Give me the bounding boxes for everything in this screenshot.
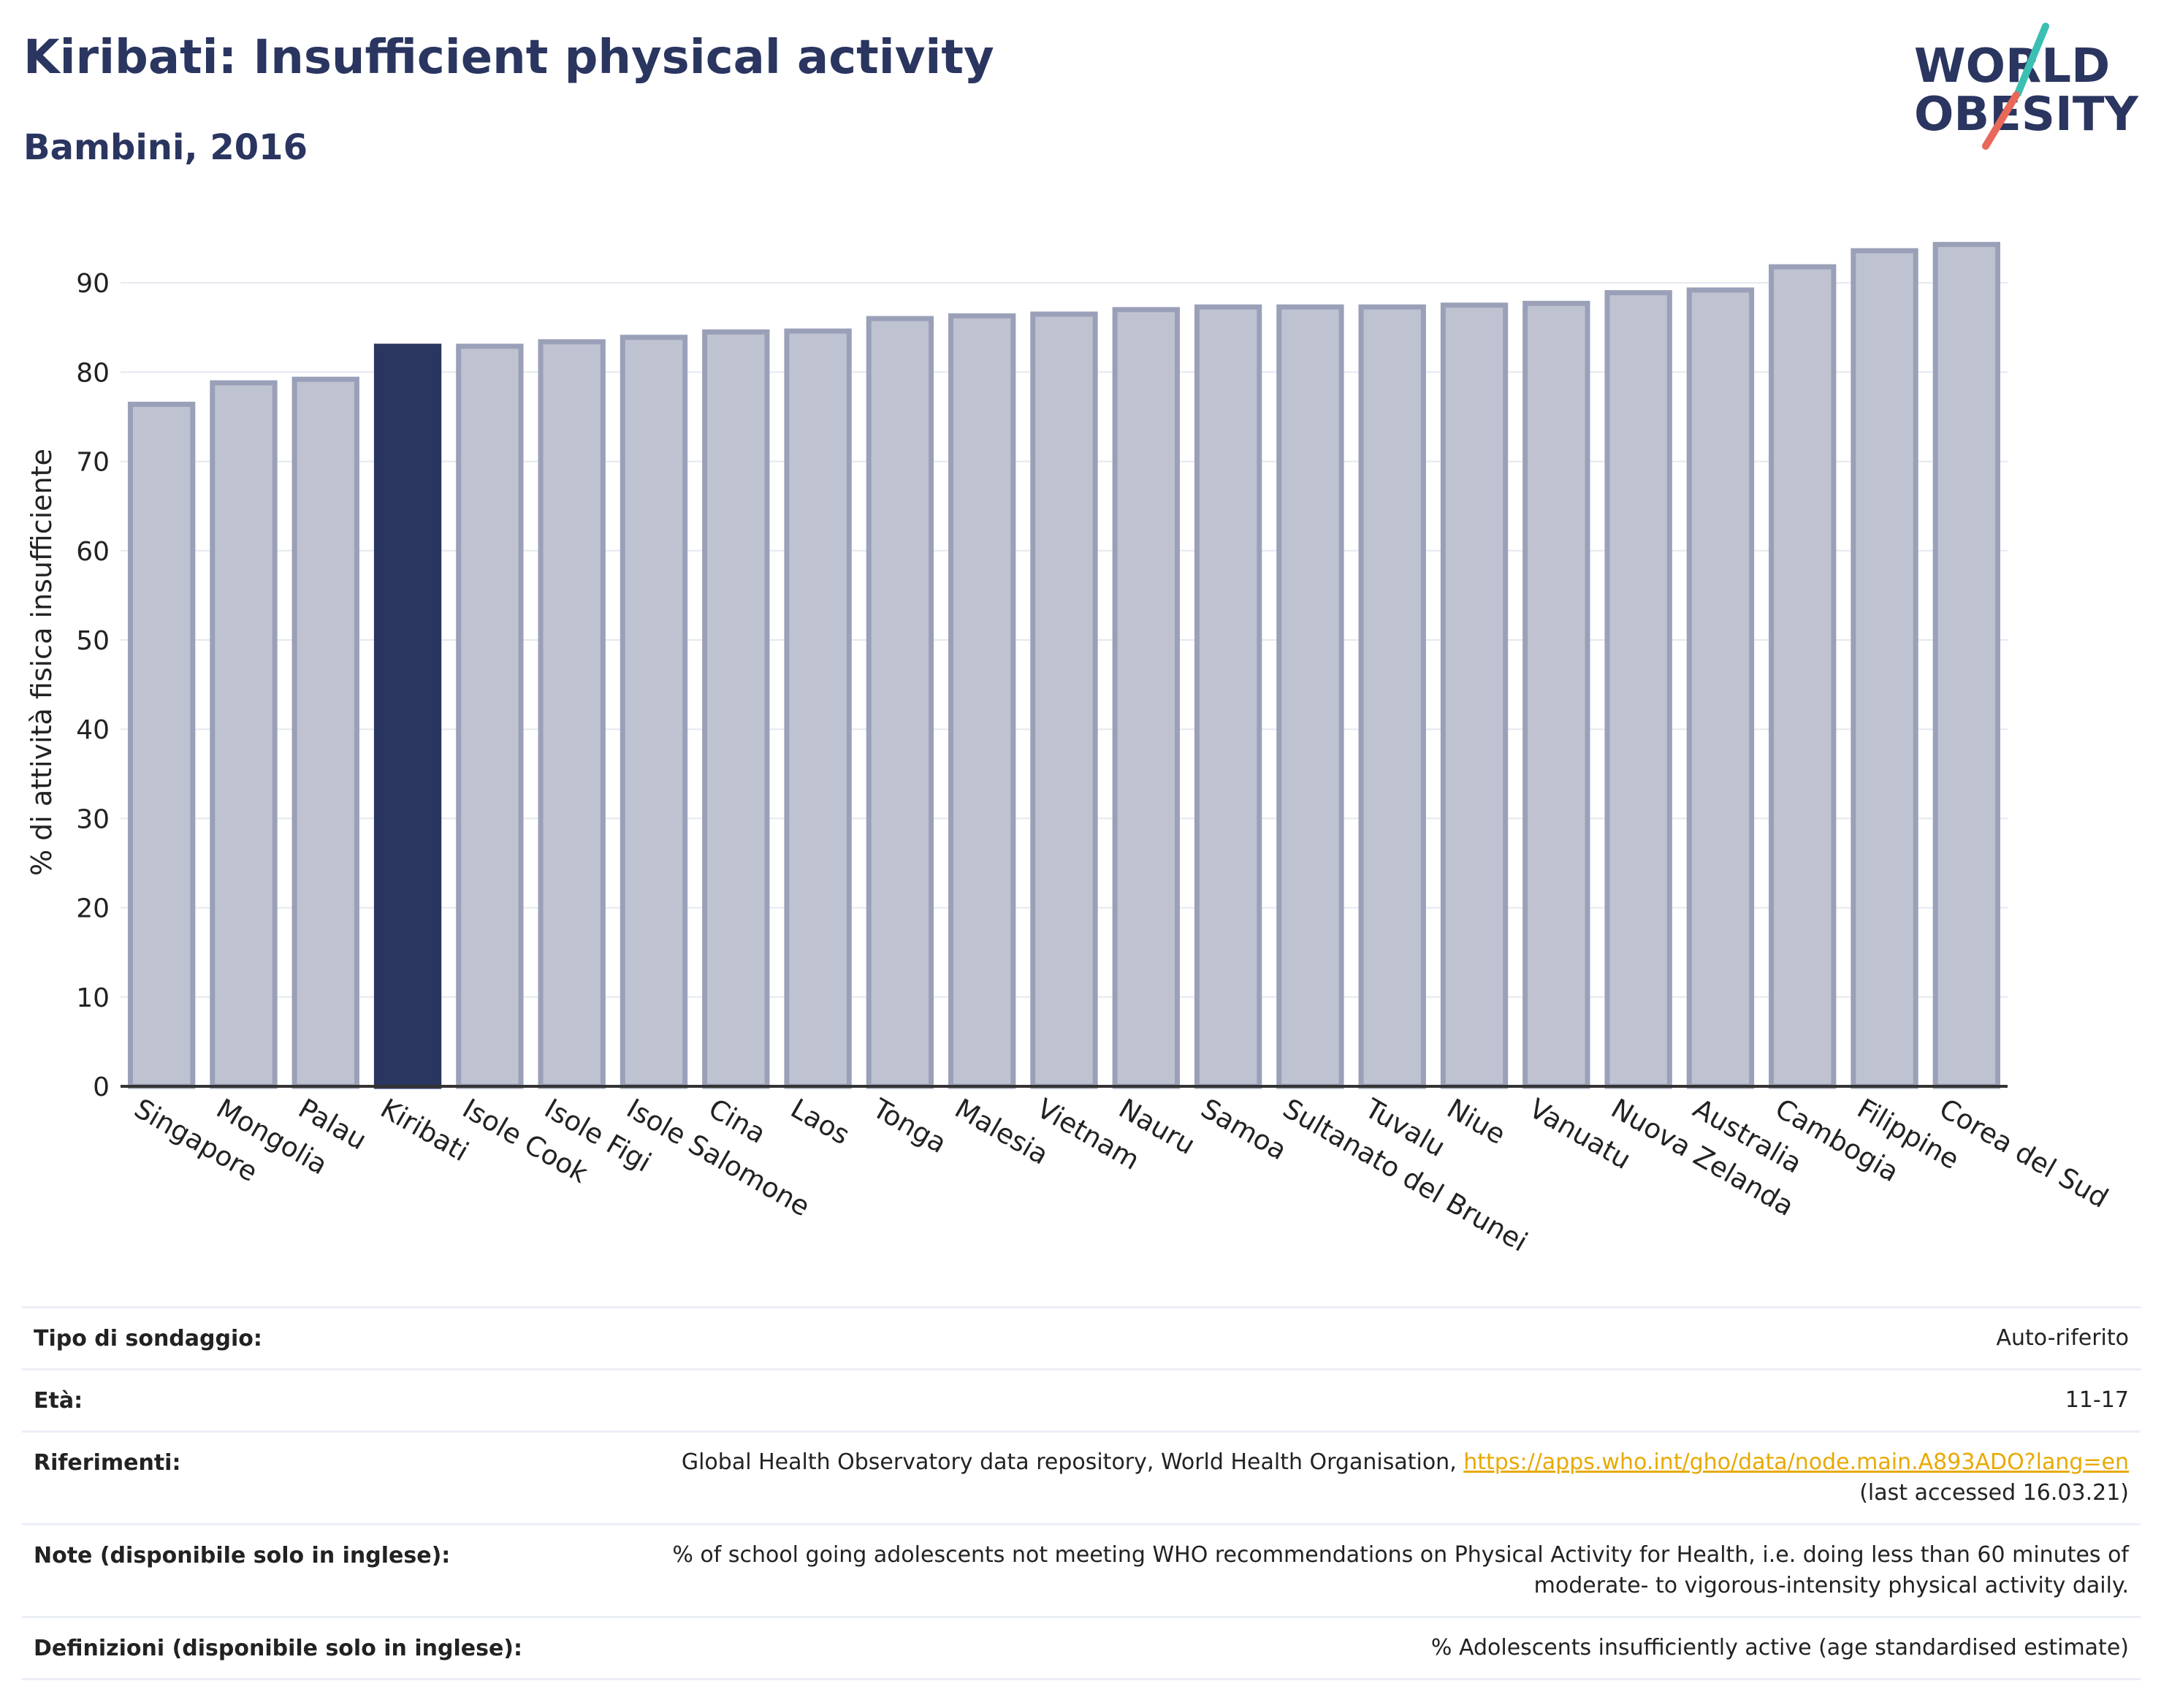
bar-australia [1686, 287, 1755, 1089]
y-tick-label: 60 [76, 537, 110, 567]
info-value: 11-17 [2065, 1387, 2129, 1413]
logo-slash-coral [1982, 91, 2020, 150]
notes-line-1: % of school going adolescents not meetin… [672, 1542, 2129, 1568]
bar-tuvalu [1358, 304, 1426, 1089]
info-value: % of school going adolescents not meetin… [672, 1540, 2129, 1601]
y-axis-ticks: 0 10 20 30 40 50 60 70 80 90 [76, 269, 110, 1102]
notes-line-2: moderate- to vigorous-intensity physical… [1533, 1573, 2129, 1598]
info-label: Note (disponibile solo in inglese): [34, 1543, 451, 1568]
info-label: Riferimenti: [34, 1450, 181, 1476]
info-row-references: Riferimenti: Global Health Observatory d… [22, 1430, 2141, 1523]
info-label: Definizioni (disponibile solo in inglese… [34, 1636, 522, 1661]
y-axis-label: % di attività fisica insufficiente [26, 449, 58, 876]
bar-chart: 0 10 20 30 40 50 60 70 80 90 SingaporeMongoliaPal… [26, 242, 2114, 1258]
bar-cina [702, 329, 770, 1089]
y-tick-label: 30 [76, 804, 110, 834]
bar-isole-cook [456, 343, 524, 1089]
bar-vietnam [1030, 311, 1098, 1089]
x-tick-label: Laos [785, 1093, 855, 1151]
bar-filippine [1851, 248, 1918, 1089]
bar-kiribati [373, 343, 442, 1089]
bar-isole-salomone [620, 335, 688, 1089]
bar-singapore [127, 401, 196, 1089]
page-title: Kiribati: Insufficient physical activity [23, 31, 994, 85]
bar-sultanato-del-brunei [1276, 304, 1344, 1089]
logo-word-obesity: OBESITY [1914, 88, 2138, 142]
y-tick-label: 0 [93, 1072, 110, 1102]
info-label: Età: [34, 1388, 83, 1414]
reference-text: Global Health Observatory data repositor… [681, 1449, 1464, 1475]
bar-tonga [866, 316, 934, 1089]
info-value: Auto-riferito [1996, 1325, 2129, 1351]
info-row-survey-type: Tipo di sondaggio: Auto-riferito [22, 1306, 2141, 1368]
y-tick-label: 80 [76, 358, 110, 388]
info-row-notes: Note (disponibile solo in inglese): % of… [22, 1523, 2141, 1616]
bar-palau [291, 376, 359, 1089]
bar-mongolia [210, 380, 278, 1089]
y-tick-label: 40 [76, 715, 110, 745]
y-tick-label: 20 [76, 894, 110, 924]
bar-nuova-zelanda [1604, 290, 1672, 1089]
y-tick-label: 70 [76, 448, 110, 478]
world-obesity-logo: WORLD OBESITY [1914, 23, 2138, 150]
x-tick-label: Niue [1442, 1093, 1511, 1151]
info-value: Global Health Observatory data repositor… [682, 1447, 2129, 1509]
bar-cambogia [1769, 264, 1837, 1089]
info-label: Tipo di sondaggio: [34, 1326, 262, 1351]
bar-malesia [948, 313, 1016, 1089]
bar-corea-del-sud [1932, 242, 2001, 1089]
x-tick-label: Malesia [950, 1093, 1054, 1171]
bar-samoa [1194, 304, 1262, 1089]
logo-word-world: WORLD [1914, 39, 2110, 94]
x-tick-label: Tonga [867, 1092, 952, 1159]
y-tick-label: 50 [76, 626, 110, 656]
info-value: % Adolescents insufficiently active (age… [1430, 1635, 2129, 1661]
bar-isole-figi [538, 339, 606, 1089]
bar-nauru [1112, 307, 1180, 1089]
info-table: Tipo di sondaggio: Auto-riferito Età: 11… [22, 1306, 2141, 1680]
reference-accessed: (last accessed 16.03.21) [1859, 1480, 2129, 1506]
bar-laos [784, 328, 852, 1089]
bar-vanuatu [1522, 300, 1590, 1089]
bar-niue [1440, 302, 1509, 1089]
x-tick-label: Samoa [1196, 1093, 1292, 1167]
info-row-definitions: Definizioni (disponibile solo in inglese… [22, 1616, 2141, 1680]
logo-slash-teal [2014, 23, 2049, 97]
reference-link[interactable]: https://apps.who.int/gho/data/node.main.… [1463, 1449, 2129, 1475]
y-tick-label: 10 [76, 983, 110, 1013]
info-row-age: Età: 11-17 [22, 1368, 2141, 1430]
x-tick-label: Kiribati [376, 1093, 474, 1168]
page-subtitle: Bambini, 2016 [23, 127, 308, 168]
chart-bars [127, 242, 2001, 1089]
y-tick-label: 90 [76, 269, 110, 299]
